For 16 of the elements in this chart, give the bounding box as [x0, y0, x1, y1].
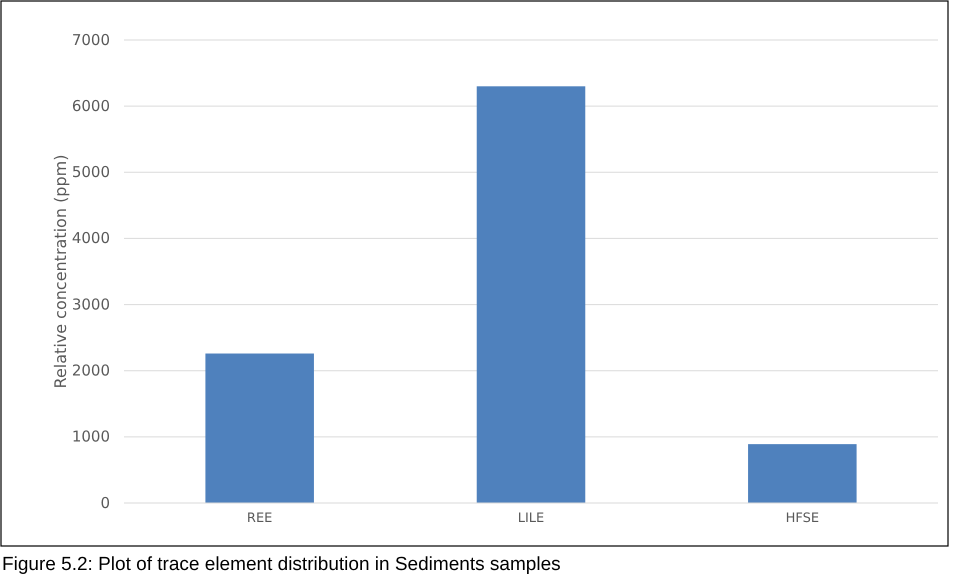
bar	[205, 354, 314, 503]
y-tick-label: 0	[100, 494, 110, 512]
y-tick-label: 2000	[72, 362, 110, 380]
bar	[748, 444, 857, 503]
x-tick-label: HFSE	[786, 511, 820, 526]
y-tick-label: 6000	[72, 96, 110, 115]
y-tick-label: 7000	[72, 30, 110, 49]
y-tick-label: 1000	[72, 428, 110, 446]
x-tick-label: REE	[246, 511, 272, 526]
y-tick-label: 4000	[72, 229, 110, 248]
bar	[476, 86, 586, 503]
x-tick-label: LILE	[518, 511, 544, 526]
y-axis-title: Relative concentration (ppm)	[51, 154, 70, 388]
y-tick-label: 5000	[72, 163, 110, 182]
caption: Figure 5.2: Plot of trace element distribution in Sediments samples	[2, 554, 561, 575]
y-tick-label: 3000	[72, 295, 110, 314]
